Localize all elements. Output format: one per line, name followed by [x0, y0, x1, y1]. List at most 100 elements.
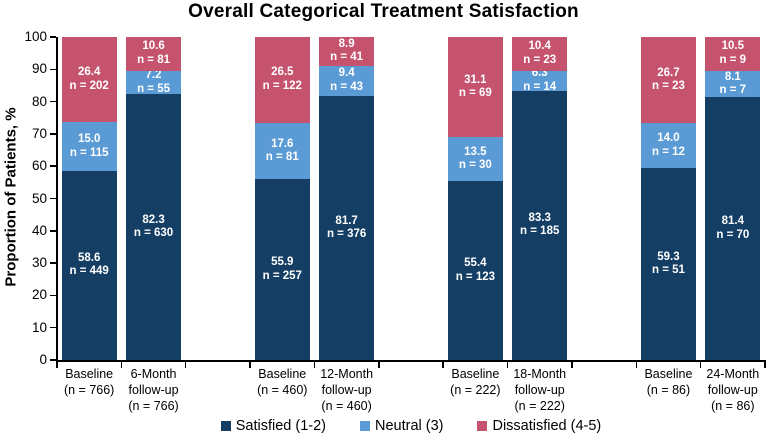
segment-percent-label: 13.5 [464, 145, 487, 158]
segment-percent-label: 58.6 [77, 251, 101, 264]
y-axis-line [55, 37, 58, 362]
legend-swatch-dissatisfied [477, 421, 488, 431]
chart-title: Overall Categorical Treatment Satisfacti… [188, 1, 579, 22]
y-axis-tick-label: 40 [31, 222, 47, 238]
legend-item-neutral: Neutral (3) [359, 417, 444, 435]
x-axis-category-label-line: follow-up [128, 383, 179, 397]
segment-percent-label: 10.6 [142, 40, 165, 53]
segment-n-label: n = 376 [326, 228, 367, 241]
x-axis-tick-mark [184, 362, 187, 368]
segment-percent-label: 7.2 [145, 69, 162, 82]
x-axis-line [55, 360, 766, 362]
x-axis-category-label-line: Baseline [65, 367, 114, 381]
legend-swatch-satisfied [220, 421, 231, 431]
bar-segment-satisfied: 55.4 n = 123 [447, 181, 503, 360]
x-axis-category-label-line: 12-Month [320, 367, 374, 381]
x-axis-category-label: 18-Month follow-up (n = 222) [503, 366, 577, 414]
legend-swatch-neutral [359, 421, 370, 431]
legend-label-dissatisfied: Dissatisfied (4-5) [492, 418, 602, 434]
bar-segment-neutral: 8.1 n = 7 [705, 70, 761, 98]
y-axis-tick-mark [50, 326, 56, 329]
segment-percent-label: 31.1 [464, 73, 487, 86]
x-axis-category-label-line: follow-up [321, 383, 372, 397]
stacked-bar: 82.3 n = 630 7.2 n = 55 10.6 n = 81 [126, 36, 182, 360]
segment-percent-label: 81.7 [335, 214, 358, 227]
x-axis-category-label-line: (n = 766) [128, 399, 179, 413]
x-axis-category-label-line: (n = 86) [711, 399, 755, 413]
bar-segment-neutral: 14.0 n = 12 [640, 123, 696, 169]
bar-segment-neutral: 6.3 n = 14 [512, 67, 568, 93]
bar-segment-dissatisfied: 26.4 n = 202 [61, 37, 117, 123]
y-axis-tick-mark [50, 262, 56, 264]
bar-segment-neutral: 13.5 n = 30 [447, 137, 503, 182]
segment-n-label: n = 123 [455, 270, 496, 283]
x-axis-category-label: 24-Month follow-up (n = 86) [696, 366, 767, 414]
bar-segment-satisfied: 82.3 n = 630 [126, 94, 182, 360]
x-axis-category-label-line: (n = 766) [63, 383, 115, 397]
segment-n-label: n = 23 [651, 80, 685, 93]
segment-n-label: n = 81 [137, 53, 170, 66]
y-axis-tick-label: 100 [24, 29, 47, 44]
bar-segment-dissatisfied: 26.5 n = 122 [254, 37, 310, 123]
segment-n-label: n = 14 [523, 80, 557, 93]
x-axis-tick-mark [699, 362, 702, 368]
x-axis-category-label-line: 24-Month [706, 367, 760, 381]
x-axis-tick-mark [378, 362, 380, 368]
segment-n-label: n = 23 [523, 53, 557, 66]
segment-n-label: n = 257 [262, 269, 302, 282]
x-axis-category-label: Baseline (n = 766) [52, 366, 126, 398]
y-axis-tick-mark [50, 133, 56, 135]
y-axis-tick-label: 50 [31, 190, 47, 206]
segment-percent-label: 10.5 [721, 40, 744, 53]
segment-percent-label: 14.0 [657, 132, 680, 145]
segment-percent-label: 10.4 [528, 40, 551, 53]
bar-segment-dissatisfied: 26.7 n = 23 [640, 37, 696, 124]
segment-n-label: n = 9 [719, 53, 747, 66]
stacked-bar: 59.3 n = 51 14.0 n = 12 26.7 n = 23 [640, 37, 696, 360]
x-axis-category-label: 12-Month follow-up (n = 460) [310, 366, 384, 414]
x-axis-category-label: Baseline (n = 86) [631, 366, 705, 398]
segment-n-label: n = 449 [69, 265, 109, 278]
stacked-bar: 83.3 n = 185 6.3 n = 14 10.4 n = 23 [512, 37, 568, 360]
legend: Satisfied (1-2) Neutral (3) Dissatisfied (… [57, 417, 765, 435]
legend-label-satisfied: Satisfied (1-2) [235, 418, 326, 434]
plot-area: 58.6 n = 449 15.0 n = 115 26.4 n = 202 82.3 n =… [57, 36, 765, 360]
segment-percent-label: 26.5 [271, 66, 294, 79]
bar-segment-satisfied: 81.7 n = 376 [319, 96, 375, 360]
segment-n-label: n = 41 [330, 51, 364, 64]
y-axis-tick-mark [50, 68, 56, 71]
stacked-bar: 58.6 n = 449 15.0 n = 115 26.4 n = 202 [61, 37, 117, 360]
bar-segment-satisfied: 81.4 n = 70 [705, 97, 761, 360]
segment-n-label: n = 43 [330, 80, 364, 93]
x-axis-category-label-line: (n = 86) [646, 383, 691, 397]
bar-segment-satisfied: 59.3 n = 51 [640, 168, 696, 360]
bar-segment-satisfied: 83.3 n = 185 [512, 90, 568, 360]
segment-n-label: n = 122 [262, 79, 302, 92]
x-axis-category-label-line: follow-up [707, 383, 758, 397]
x-axis-category-label-line: follow-up [514, 383, 565, 397]
bar-segment-neutral: 15.0 n = 115 [61, 122, 117, 171]
y-axis-tick-mark [50, 100, 56, 103]
segment-percent-label: 8.1 [724, 70, 741, 83]
segment-n-label: n = 51 [651, 264, 685, 277]
legend-label-neutral: Neutral (3) [374, 418, 444, 434]
segment-percent-label: 59.3 [657, 250, 680, 263]
stacked-bar: 81.4 n = 70 8.1 n = 7 10.5 n = 9 [705, 37, 761, 360]
segment-n-label: n = 70 [716, 228, 750, 241]
y-axis-tick-mark [50, 359, 56, 361]
x-axis-category-label: 6-Month follow-up (n = 766) [117, 366, 191, 414]
segment-percent-label: 83.3 [528, 211, 551, 224]
y-axis-tick-label: 90 [31, 61, 47, 77]
y-axis-tick-label: 20 [31, 287, 47, 303]
segment-percent-label: 8.9 [338, 37, 355, 50]
y-axis-tick-mark [50, 36, 56, 38]
y-axis-tick-label: 0 [39, 352, 47, 367]
x-axis-tick-mark [506, 362, 509, 368]
bar-segment-dissatisfied: 8.9 n = 41 [319, 37, 375, 66]
x-axis-tick-mark [56, 362, 58, 368]
y-axis-tick-label: 70 [31, 125, 47, 141]
segment-percent-label: 82.3 [142, 213, 165, 226]
x-axis-category-label-line: (n = 460) [257, 383, 308, 397]
legend-item-dissatisfied: Dissatisfied (4-5) [477, 417, 601, 435]
